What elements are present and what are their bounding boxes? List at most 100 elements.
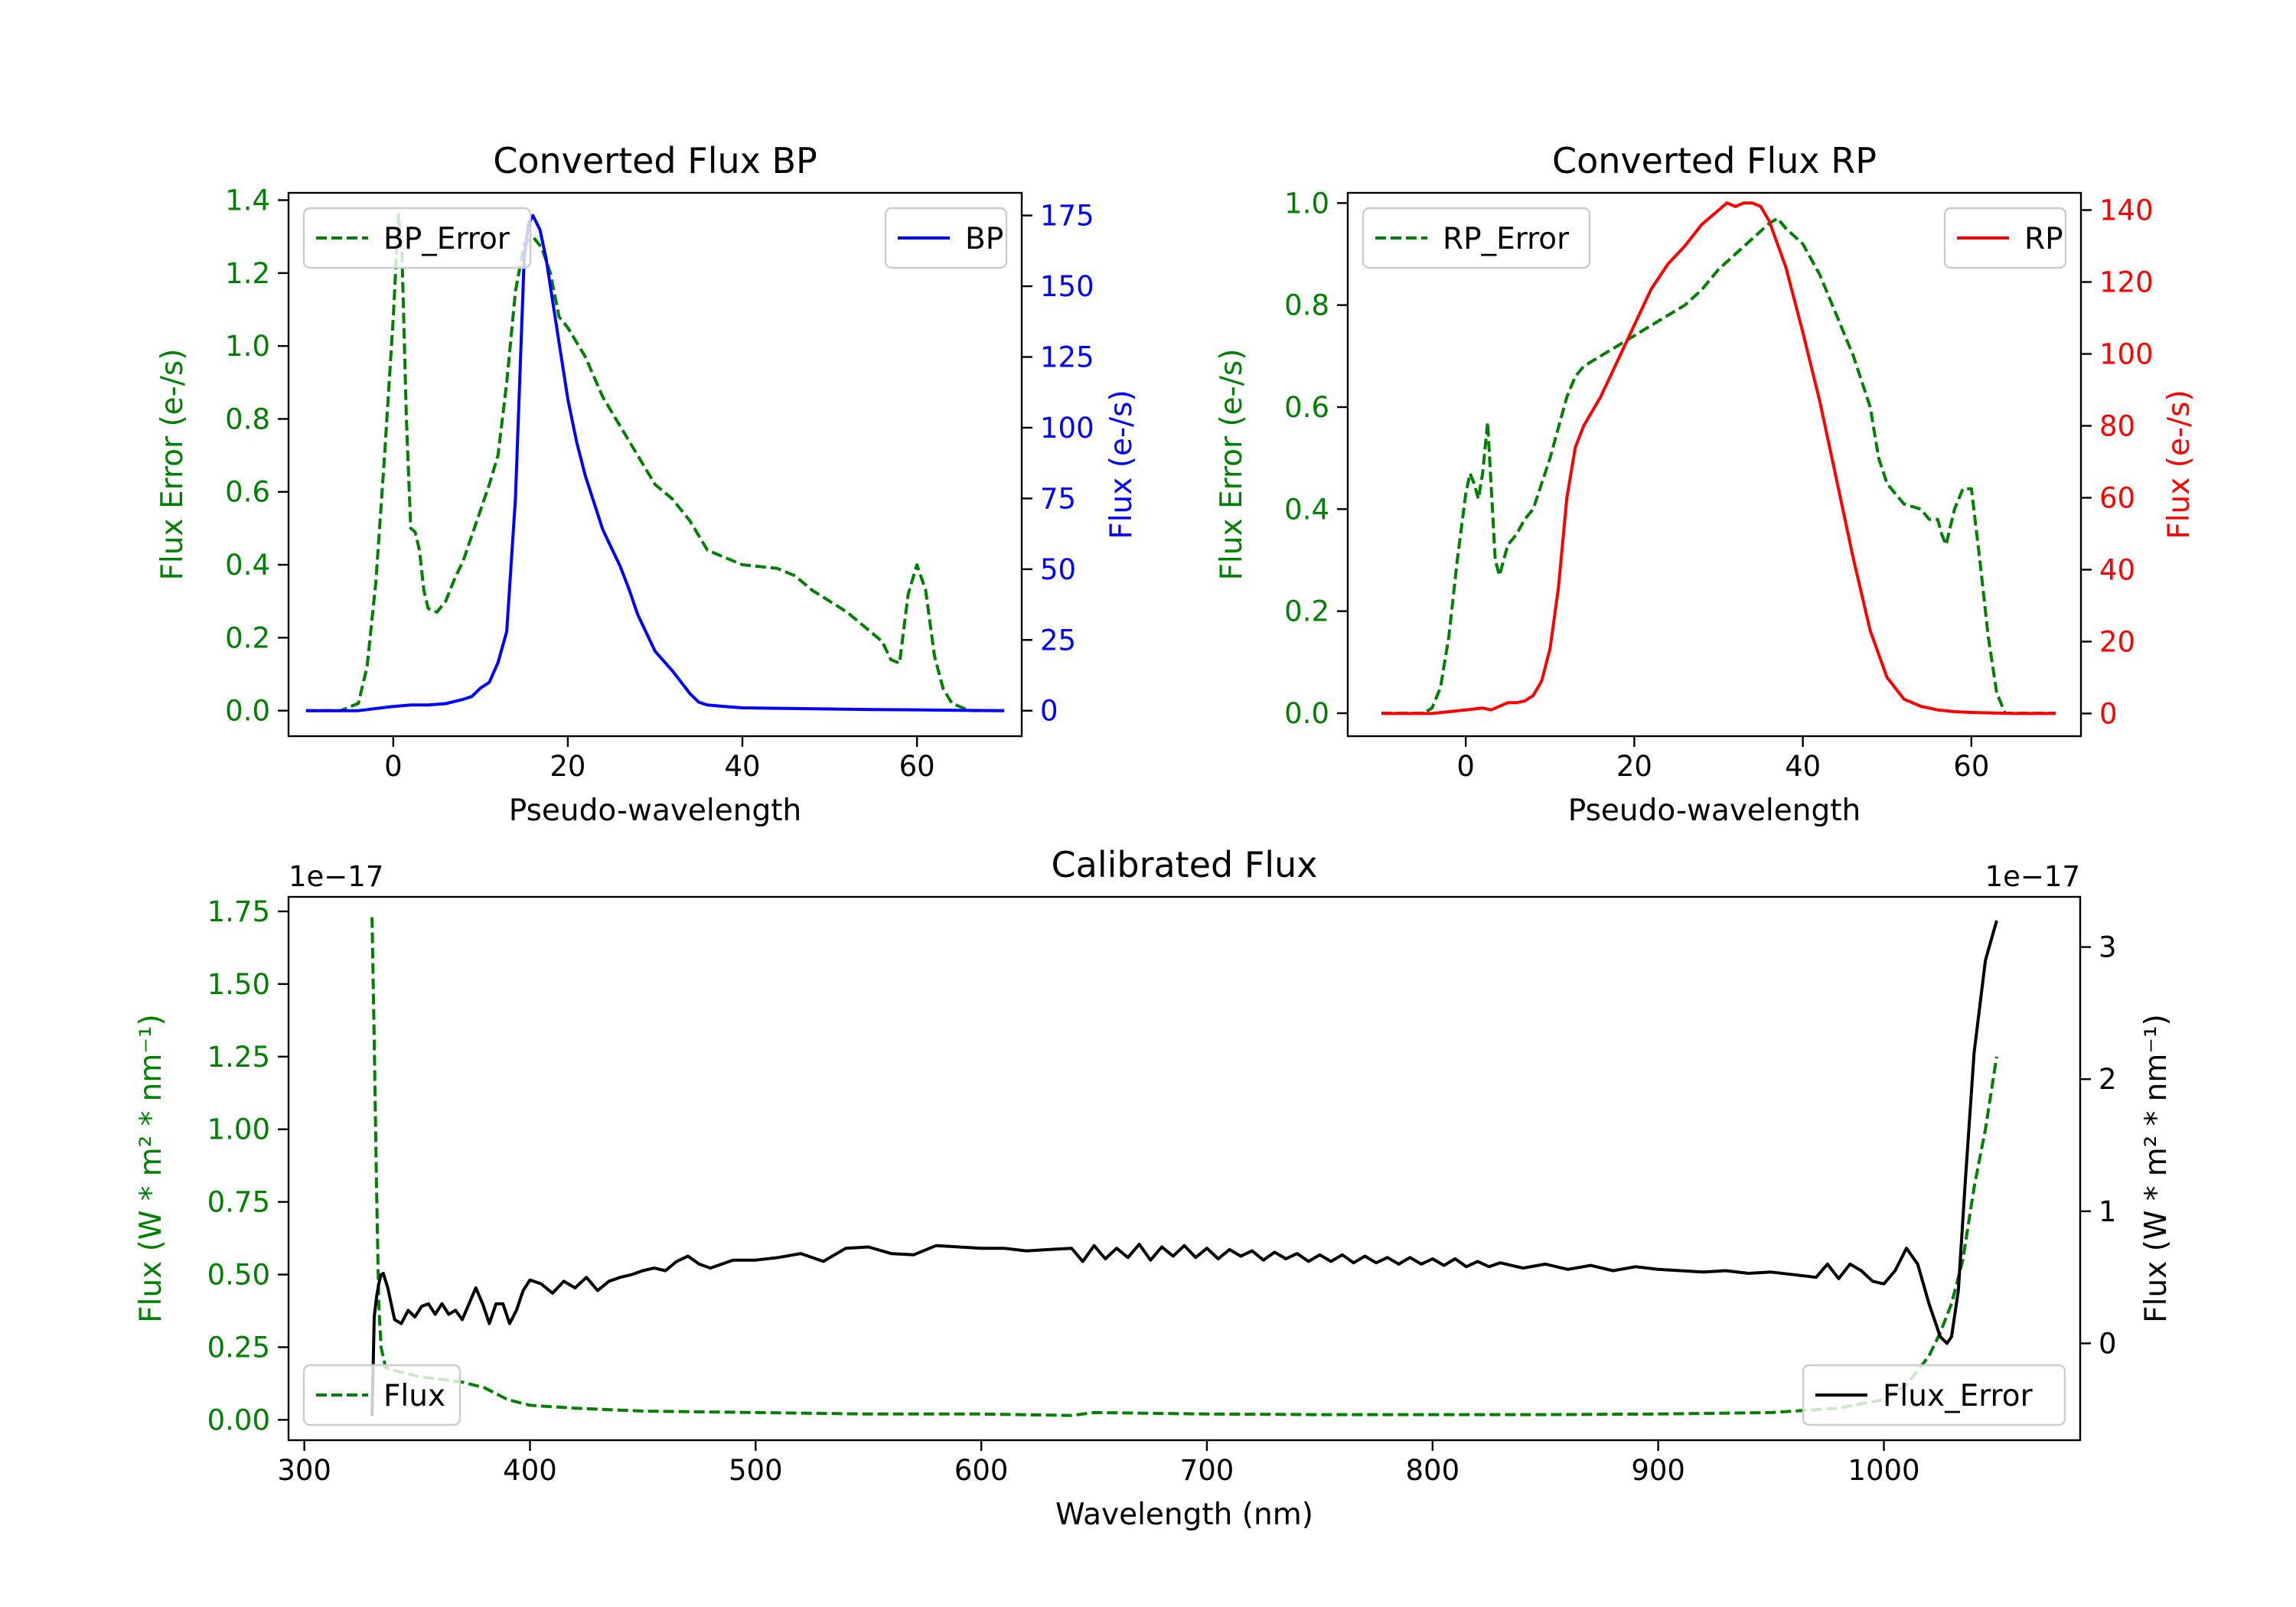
y-left-tick-label: 0.0 xyxy=(225,695,270,728)
legend-left: RP_Error xyxy=(1362,207,1591,269)
legend-frame xyxy=(1362,207,1591,269)
x-tick-label: 900 xyxy=(1631,1454,1685,1487)
legend-right: RP xyxy=(1943,207,2067,269)
x-axis-label: Pseudo-wavelength xyxy=(1568,794,1861,828)
y-left-tick-label: 0.2 xyxy=(225,621,270,654)
chart-title: Calibrated Flux xyxy=(1052,844,1318,885)
legend-label: RP xyxy=(2024,222,2063,256)
chart-3: 300 400 500 600 700 800 900 1000 0.00 0.25 0.50 0.7… xyxy=(134,844,2174,1532)
x-tick-label: 400 xyxy=(503,1454,557,1487)
y-right-tick-label: 50 xyxy=(1040,553,1076,586)
y-left-tick-label: 1.50 xyxy=(207,968,270,1001)
y-right-tick-label: 75 xyxy=(1040,482,1076,515)
y-right-tick-label: 100 xyxy=(1040,412,1094,445)
y-right-tick-label: 100 xyxy=(2099,338,2154,371)
y-left-tick-label: 1.0 xyxy=(225,330,270,363)
y-left-tick-label: 0.8 xyxy=(1284,289,1329,322)
series-group xyxy=(305,213,1005,712)
legend-left: BP_Error xyxy=(302,207,532,269)
x-tick-label: 60 xyxy=(899,750,935,783)
y-left-tick-label: 0.0 xyxy=(1284,697,1329,730)
y-left-tick-label: 1.4 xyxy=(225,184,270,217)
y-right-offset-label: 1e−17 xyxy=(1985,860,2080,893)
y-left-tick-label: 0.00 xyxy=(207,1403,270,1436)
plot-frame xyxy=(287,895,2082,1442)
plot-frame xyxy=(1346,191,2082,738)
y-right-axis-label: Flux (e-/s) xyxy=(1104,390,1139,539)
y-left-tick-label: 1.25 xyxy=(207,1041,270,1074)
y-left-tick-label: 0.75 xyxy=(207,1186,270,1219)
y-left-offset-label: 1e−17 xyxy=(289,860,383,893)
x-tick-label: 40 xyxy=(1785,750,1821,783)
y-right-tick-label: 40 xyxy=(2099,553,2135,586)
y-left-tick-label: 0.6 xyxy=(225,476,270,509)
y-left-axis-label: Flux Error (e-/s) xyxy=(155,349,190,581)
y-right-axis-label: Flux (e-/s) xyxy=(2162,390,2197,539)
x-tick-label: 40 xyxy=(725,750,761,783)
y-right-tick-label: 0 xyxy=(1040,695,1058,728)
x-tick-label: 60 xyxy=(1953,750,1989,783)
legend-left: Flux xyxy=(302,1364,461,1426)
y-left-tick-label: 0.6 xyxy=(1284,391,1329,424)
y-left-tick-label: 1.0 xyxy=(1284,187,1329,220)
y-right-tick-label: 140 xyxy=(2099,194,2154,227)
y-right-tick-label: 25 xyxy=(1040,624,1076,657)
y-left-tick-label: 0.4 xyxy=(1284,493,1329,526)
x-tick-label: 600 xyxy=(954,1454,1009,1487)
chart-1: 0 20 40 60 0.0 0.2 0.4 0.6 0.8 1.0 1.2 1.4 0 25 50 75 10… xyxy=(155,140,1139,828)
y-right-tick-label: 2 xyxy=(2099,1063,2117,1096)
legend-frame xyxy=(302,1364,461,1426)
x-axis-label: Pseudo-wavelength xyxy=(509,794,801,828)
y-left-tick-label: 0.2 xyxy=(1284,595,1329,628)
x-tick-label: 800 xyxy=(1406,1454,1460,1487)
legend-label: Flux_Error xyxy=(1883,1379,2033,1413)
x-tick-label: 700 xyxy=(1180,1454,1234,1487)
legend-label: BP xyxy=(965,222,1003,256)
x-tick-label: 0 xyxy=(384,750,403,783)
y-right-tick-label: 150 xyxy=(1040,270,1094,303)
x-tick-label: 20 xyxy=(550,750,585,783)
chart-title: Converted Flux BP xyxy=(493,140,817,181)
y-left-tick-label: 0.8 xyxy=(225,403,270,435)
y-left-tick-label: 1.2 xyxy=(225,257,270,290)
series-bp xyxy=(305,214,1005,712)
y-right-tick-label: 60 xyxy=(2099,481,2135,514)
legend-label: Flux xyxy=(383,1379,445,1413)
x-tick-label: 300 xyxy=(277,1454,331,1487)
y-right-tick-label: 1 xyxy=(2099,1195,2117,1228)
y-right-tick-label: 120 xyxy=(2099,266,2154,299)
y-right-axis-label: Flux (W * m² * nm⁻¹) xyxy=(2139,1014,2174,1323)
y-left-tick-label: 0.50 xyxy=(207,1259,270,1292)
y-right-tick-label: 80 xyxy=(2099,409,2135,442)
plot-frame xyxy=(287,191,1023,738)
chart-title: Converted Flux RP xyxy=(1552,140,1877,181)
y-right-tick-label: 125 xyxy=(1040,341,1094,373)
y-right-tick-label: 0 xyxy=(2099,1327,2117,1360)
series-rp xyxy=(1381,201,2056,715)
x-tick-label: 1000 xyxy=(1848,1454,1919,1487)
legend-right: BP xyxy=(884,207,1008,269)
chart-2: 0 20 40 60 0.0 0.2 0.4 0.6 0.8 1.0 0 20 40 60 80 100 120… xyxy=(1215,140,2197,828)
y-right-tick-label: 175 xyxy=(1040,200,1094,233)
series-flux xyxy=(370,920,1998,1416)
legend-right: Flux_Error xyxy=(1802,1364,2066,1426)
series-rp-error xyxy=(1381,217,2056,715)
series-bp-error xyxy=(305,213,1005,712)
x-tick-label: 20 xyxy=(1616,750,1652,783)
y-left-tick-label: 1.75 xyxy=(207,895,270,928)
y-right-tick-label: 3 xyxy=(2099,931,2117,964)
x-tick-label: 0 xyxy=(1456,750,1475,783)
y-right-tick-label: 20 xyxy=(2099,625,2135,658)
y-left-tick-label: 0.25 xyxy=(207,1332,270,1364)
y-left-tick-label: 0.4 xyxy=(225,549,270,582)
x-axis-label: Wavelength (nm) xyxy=(1055,1498,1313,1532)
legend-label: RP_Error xyxy=(1443,222,1570,256)
y-right-tick-label: 0 xyxy=(2099,697,2118,730)
legend-frame xyxy=(302,207,532,269)
y-left-tick-label: 1.00 xyxy=(207,1113,270,1146)
legend-label: BP_Error xyxy=(383,222,510,256)
legend-frame xyxy=(1802,1364,2066,1426)
series-group xyxy=(1381,201,2056,715)
y-left-axis-label: Flux (W * m² * nm⁻¹) xyxy=(134,1014,168,1323)
